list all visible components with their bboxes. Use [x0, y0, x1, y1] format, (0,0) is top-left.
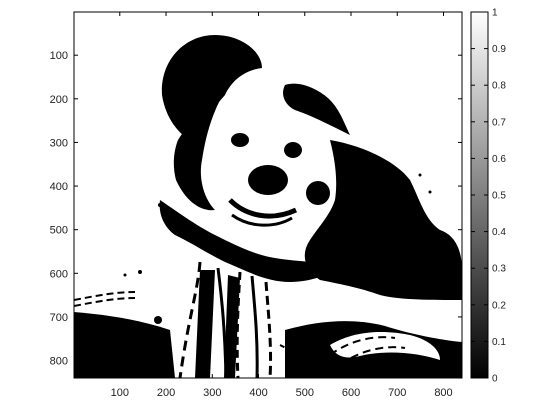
colorbar-tick-label: 0.2	[492, 300, 506, 311]
bear-eye-right	[284, 142, 302, 158]
x-tick-label: 700	[388, 387, 406, 399]
bear-head-shadow-left	[173, 100, 220, 211]
x-tick-label: 200	[157, 387, 175, 399]
axes-frame	[73, 11, 463, 379]
bear-nose	[248, 165, 288, 195]
x-tick-label: 100	[111, 387, 129, 399]
bear-head-speckle	[283, 83, 350, 135]
bear-eye-left	[231, 133, 249, 147]
y-tick-label: 600	[50, 268, 68, 280]
y-tick-label: 400	[50, 181, 68, 193]
lower-right-white-band	[330, 332, 440, 360]
colorbar-tick-label: 1	[492, 8, 498, 19]
bear-mouth	[228, 198, 298, 219]
x-tick-label: 400	[249, 387, 267, 399]
bear-right-eye-patch	[306, 181, 330, 205]
colorbar-ticks: 0 0.1 0.2 0.3 0.4 0.5 0.6 0.7 0.8 0.9 1	[471, 8, 506, 385]
colorbar-tick-label: 0.4	[492, 227, 506, 238]
colorbar-tick-label: 0.7	[492, 117, 506, 128]
colorbar-tick-label: 0.6	[492, 154, 506, 165]
colorbar-tick-label: 0.8	[492, 81, 506, 92]
y-tick-label: 800	[50, 356, 68, 368]
y-tick-label: 500	[50, 225, 68, 237]
y-tick-label: 700	[50, 312, 68, 324]
bear-collar	[159, 200, 340, 282]
x-axis: 100 200 300 400 500 600 700 800	[111, 12, 453, 399]
colorbar-tick-label: 0.1	[492, 337, 506, 348]
x-tick-label: 300	[203, 387, 221, 399]
y-tick-label: 200	[50, 94, 68, 106]
x-tick-label: 800	[434, 387, 452, 399]
bear-right-body	[304, 140, 462, 300]
colorbar-tick-label: 0.5	[492, 191, 506, 202]
shirt-dark-1	[195, 270, 215, 378]
y-tick-label: 100	[50, 50, 68, 62]
x-tick-label: 600	[342, 387, 360, 399]
shirt-line-4	[250, 275, 259, 378]
colorbar-tick-label: 0.3	[492, 264, 506, 275]
x-tick-label: 500	[296, 387, 314, 399]
y-axis: 100 200 300 400 500 600 700 800	[50, 50, 462, 368]
colorbar-tick-label: 0.9	[492, 44, 506, 55]
bear-ear-left	[161, 35, 262, 140]
shirt-dark-2	[224, 275, 240, 378]
y-tick-label: 300	[50, 137, 68, 149]
shirt-line-5	[264, 281, 273, 378]
colorbar-tick-label: 0	[492, 374, 498, 385]
binary-image	[74, 12, 462, 378]
lower-left-stripes	[74, 291, 136, 301]
lower-left-dark	[74, 312, 175, 378]
shirt-line-3	[235, 271, 242, 378]
shirt-line-1	[178, 261, 202, 378]
